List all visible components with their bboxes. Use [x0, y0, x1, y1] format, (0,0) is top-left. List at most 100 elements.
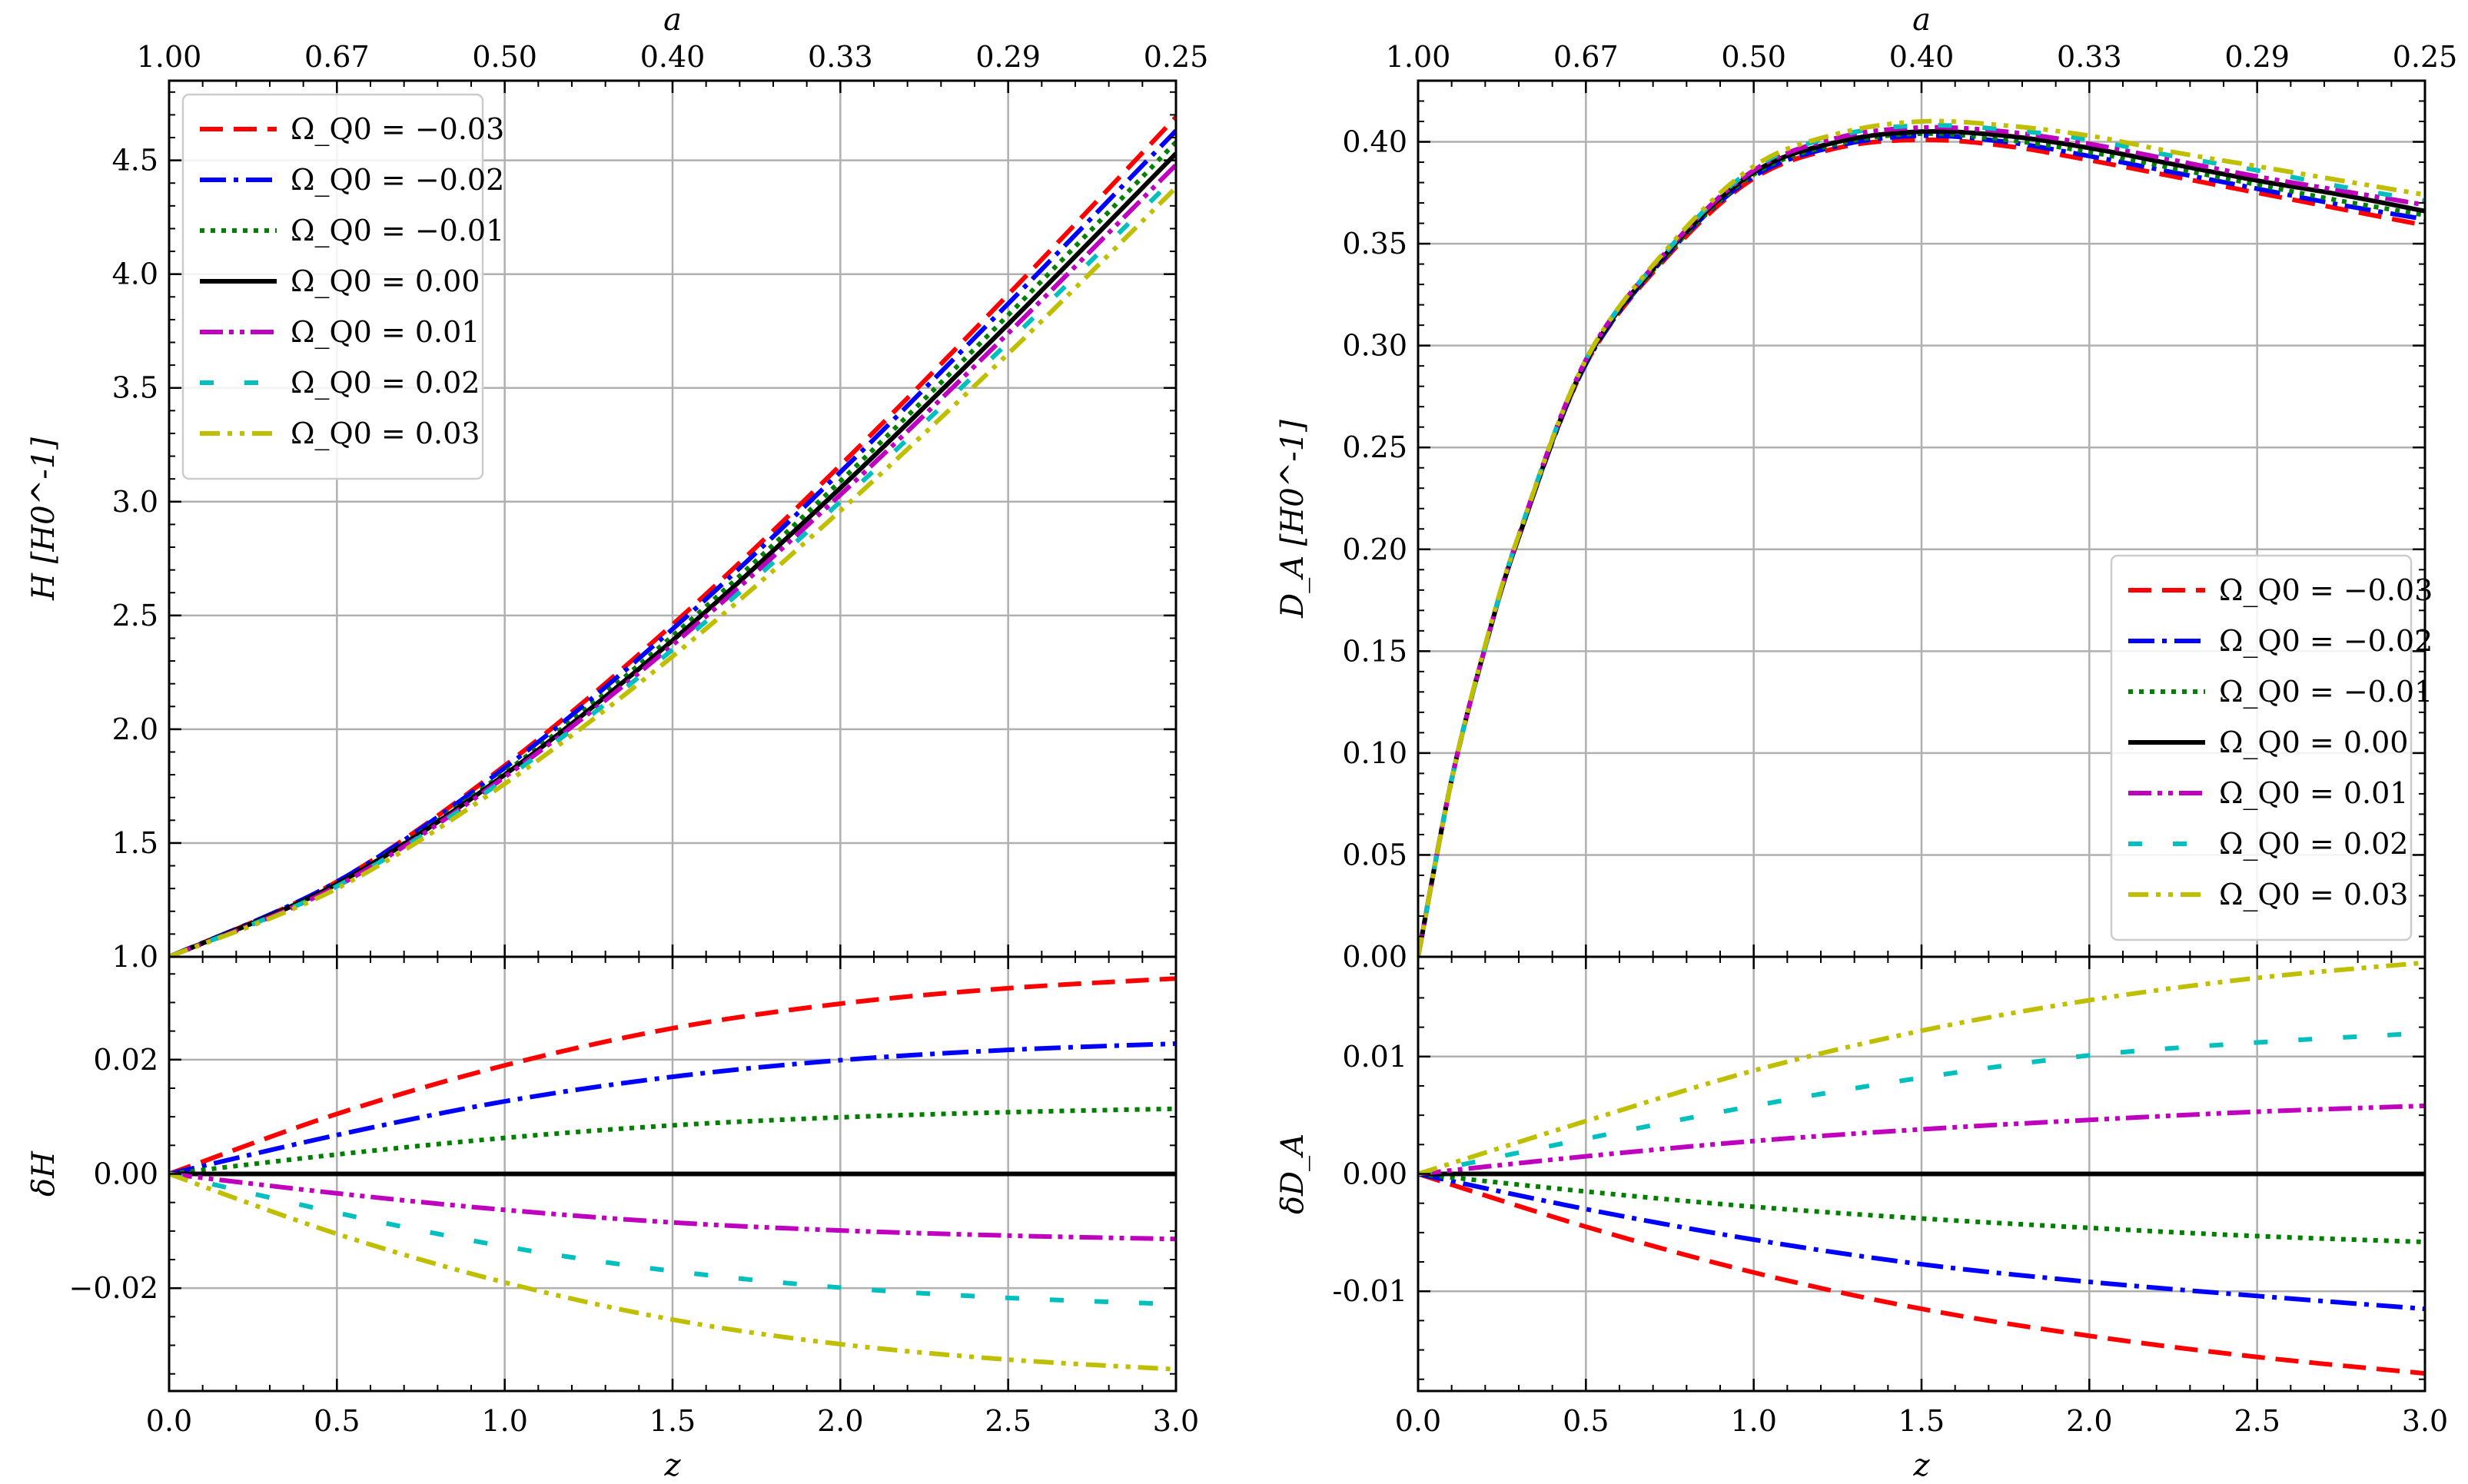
series-line-5	[169, 1171, 1176, 1306]
series-line-2	[1418, 1171, 2425, 1245]
top-tick-label: 0.40	[640, 40, 706, 74]
y-axis-label: δD_A	[1275, 1134, 1310, 1214]
y-tick-label: 0.00	[1342, 940, 1407, 974]
legend-label: Ω_Q0 = 0.01	[2219, 776, 2408, 811]
series-line-6	[1418, 118, 2425, 957]
H-top-series	[169, 115, 1176, 957]
series-line-6	[169, 1171, 1176, 1372]
y-tick-label: 0.00	[1342, 1157, 1407, 1191]
series-line-1	[169, 1041, 1176, 1177]
y-tick-label: 2.0	[112, 712, 158, 746]
DA-bottom-series	[1418, 960, 2425, 1376]
top-tick-label: 1.00	[137, 40, 202, 74]
legend-label: Ω_Q0 = 0.03	[2219, 878, 2408, 912]
legend-label: Ω_Q0 = 0.00	[291, 264, 480, 299]
top-tick-label: 0.67	[304, 40, 370, 74]
series-line-6	[1418, 960, 2425, 1177]
x-tick-label: 0.5	[314, 1404, 360, 1438]
top-tick-label: 0.50	[1721, 40, 1786, 74]
top-tick-label: 1.00	[1386, 40, 1451, 74]
x-tick-label: 1.5	[1898, 1404, 1945, 1438]
H-bottom-panel: 0.02 0.00 −0.02 0.0 0.5 1.0 1.5 2.0 2.5 3.0 z δH	[26, 955, 1199, 1483]
y-axis-label: H [H0^-1]	[26, 437, 61, 601]
y-tick-label: 0.30	[1342, 329, 1407, 363]
top-tick-label: 0.29	[2224, 40, 2290, 74]
x-tick-label: 1.0	[1730, 1404, 1776, 1438]
series-line-4	[1418, 1103, 2425, 1177]
legend-label: Ω_Q0 = −0.03	[2219, 573, 2433, 608]
series-line-4	[169, 1171, 1176, 1242]
y-tick-label: 0.05	[1342, 838, 1407, 871]
series-line-1	[1418, 133, 2425, 957]
y-tick-label: 1.5	[112, 826, 158, 860]
x-tick-label: 2.0	[817, 1404, 863, 1438]
top-axis-label: a	[1912, 2, 1931, 38]
legend: Ω_Q0 = −0.03 Ω_Q0 = −0.02 Ω_Q0 = −0.01 Ω_Q0…	[181, 93, 504, 480]
series-line-0	[169, 976, 1176, 1177]
y-tick-label: 4.5	[112, 144, 158, 178]
y-tick-label: −0.02	[69, 1271, 158, 1305]
top-tick-label: 0.33	[808, 40, 873, 74]
y-tick-label: 0.01	[1342, 1040, 1407, 1074]
x-tick-label: 2.0	[2066, 1404, 2112, 1438]
y-axis-label: D_A [H0^-1]	[1275, 420, 1310, 619]
legend-label: Ω_Q0 = 0.00	[2219, 725, 2408, 760]
series-line-1	[1418, 1171, 2425, 1312]
y-tick-label: 0.35	[1342, 227, 1407, 261]
series-line-6	[169, 186, 1176, 957]
top-axis-label: a	[663, 2, 682, 38]
legend-label: Ω_Q0 = −0.01	[291, 214, 504, 248]
legend: Ω_Q0 = −0.03 Ω_Q0 = −0.02 Ω_Q0 = −0.01 Ω_Q0…	[2110, 554, 2433, 941]
top-tick-label: 0.40	[1889, 40, 1955, 74]
y-tick-label: 3.5	[112, 371, 158, 405]
x-tick-label: 2.5	[985, 1404, 1031, 1438]
y-tick-label: 4.0	[112, 257, 158, 291]
x-axis-label: z	[1912, 1448, 1930, 1483]
legend-label: Ω_Q0 = 0.02	[2219, 827, 2408, 862]
top-tick-label: 0.33	[2057, 40, 2122, 74]
y-tick-label: 0.15	[1342, 634, 1407, 668]
DA-bottom-panel: 0.01 0.00 -0.01 0.0 0.5 1.0 1.5 2.0 2.5 3.0 z δD_A	[1275, 955, 2448, 1483]
y-tick-label: 3.0	[112, 485, 158, 519]
y-tick-label: 0.02	[93, 1043, 158, 1077]
x-tick-label: 3.0	[2402, 1404, 2448, 1438]
x-tick-label: 0.0	[1395, 1404, 1441, 1438]
series-line-5	[1418, 1031, 2425, 1177]
x-tick-label: 0.0	[146, 1404, 192, 1438]
y-tick-label: 0.40	[1342, 125, 1407, 159]
series-line-0	[1418, 1171, 2425, 1376]
x-tick-label: 3.0	[1153, 1404, 1199, 1438]
x-tick-label: 1.0	[481, 1404, 527, 1438]
legend-label: Ω_Q0 = 0.03	[291, 417, 480, 451]
y-tick-label: 0.10	[1342, 736, 1407, 770]
top-tick-label: 0.67	[1553, 40, 1619, 74]
top-tick-label: 0.25	[1144, 40, 1209, 74]
x-axis-label: z	[663, 1448, 681, 1483]
x-tick-label: 2.5	[2234, 1404, 2280, 1438]
legend-label: Ω_Q0 = 0.02	[291, 366, 480, 400]
legend-label: Ω_Q0 = 0.01	[291, 315, 480, 350]
series-line-2	[1418, 131, 2425, 957]
y-tick-label: -0.01	[1333, 1274, 1407, 1308]
y-tick-label: 0.25	[1342, 430, 1407, 464]
y-tick-label: 2.5	[112, 599, 158, 632]
top-tick-label: 0.50	[472, 40, 537, 74]
y-tick-label: 1.0	[112, 940, 158, 974]
series-line-2	[169, 1106, 1176, 1177]
x-tick-label: 1.5	[649, 1404, 696, 1438]
top-tick-label: 0.29	[975, 40, 1041, 74]
legend-label: Ω_Q0 = −0.02	[291, 163, 504, 198]
y-tick-label: 0.20	[1342, 533, 1407, 566]
legend-label: Ω_Q0 = −0.03	[291, 112, 504, 147]
y-axis-label: δH	[26, 1150, 61, 1197]
H-top-panel: 1.0 1.5 2.0 2.5 3.0 3.5 4.0 4.5 1.00 0.67 0.50 0.40…	[26, 2, 1208, 974]
legend-label: Ω_Q0 = −0.02	[2219, 624, 2433, 659]
top-tick-label: 0.25	[2393, 40, 2458, 74]
legend-label: Ω_Q0 = −0.01	[2219, 675, 2433, 709]
x-tick-label: 0.5	[1563, 1404, 1609, 1438]
H-bottom-series	[169, 976, 1176, 1372]
DA-top-panel: 0.00 0.05 0.10 0.15 0.20 0.25 0.30 0.35 0.40 1.00…	[1275, 2, 2457, 974]
y-tick-label: 0.00	[93, 1157, 158, 1191]
DA-top-series	[1418, 118, 2425, 957]
